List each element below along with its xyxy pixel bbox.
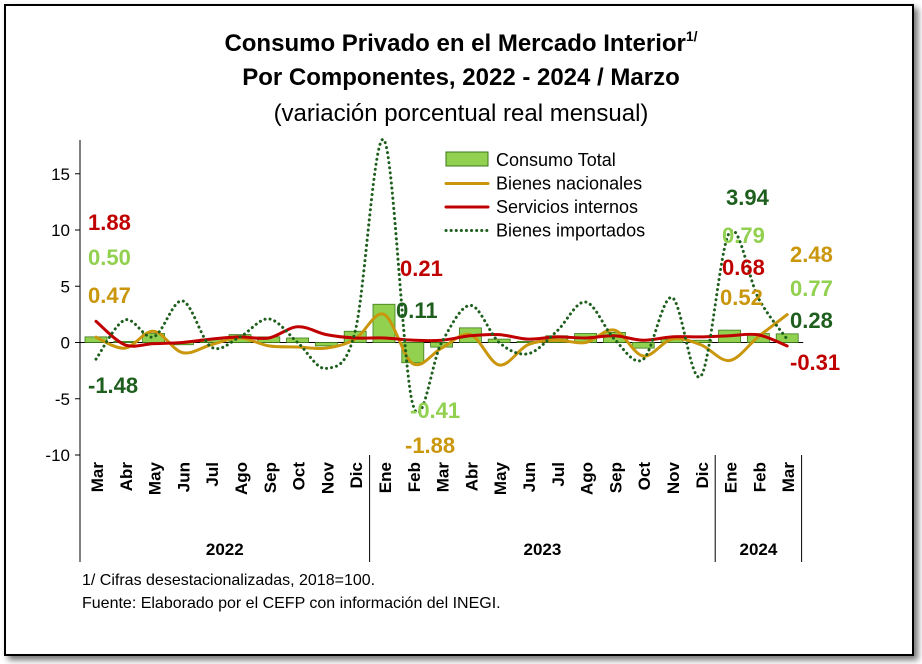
year-label: 2024 (739, 540, 777, 559)
source-note: Fuente: Elaborado por el CEFP con inform… (82, 595, 501, 612)
data-label: -0.31 (790, 350, 840, 375)
y-tick-label: 5 (61, 277, 70, 296)
legend-label: Bienes importados (496, 221, 645, 241)
year-label: 2022 (206, 540, 244, 559)
data-label: 0.50 (88, 245, 131, 270)
legend-swatch-consumo-total (445, 151, 489, 167)
data-label: 3.94 (726, 185, 770, 210)
data-label: 0.21 (400, 256, 443, 281)
data-label: -0.41 (410, 398, 460, 423)
x-tick-label: Oct (635, 462, 654, 491)
chart-title: Consumo Privado en el Mercado Interior1/ (224, 28, 698, 57)
x-tick-label: Dic (347, 462, 366, 488)
y-tick-label: 0 (61, 334, 70, 353)
x-tick-label: Dic (693, 462, 712, 488)
year-label: 2023 (523, 540, 561, 559)
x-tick-label: Sep (606, 462, 625, 493)
title-superscript: 1/ (685, 28, 698, 44)
data-label: 0.79 (722, 223, 765, 248)
x-tick-label: Jun (174, 462, 193, 492)
x-tick-label: Mar (88, 462, 107, 493)
data-label: -1.48 (88, 373, 138, 398)
y-tick-label: -5 (55, 390, 70, 409)
y-tick-label: -10 (45, 446, 70, 465)
legend-label: Bienes nacionales (496, 174, 642, 194)
x-tick-label: Nov (664, 461, 683, 494)
data-label: 0.28 (790, 308, 833, 333)
x-tick-label: Ene (376, 462, 395, 493)
data-label: 2.48 (790, 242, 833, 267)
x-tick-label: Jul (549, 462, 568, 487)
data-label: 0.52 (720, 285, 763, 310)
x-tick-label: Mar (779, 462, 798, 493)
x-tick-label: Feb (750, 462, 769, 492)
x-tick-label: Abr (462, 462, 481, 492)
data-label: -1.88 (405, 433, 455, 458)
y-tick-label: 15 (51, 165, 70, 184)
x-tick-label: Ene (722, 462, 741, 493)
legend-label: Servicios internos (496, 197, 638, 217)
x-tick-label: Ago (578, 462, 597, 495)
chart-subtitle: Por Componentes, 2022 - 2024 / Marzo (242, 64, 680, 91)
x-tick-label: Sep (261, 462, 280, 493)
x-tick-label: Mar (434, 462, 453, 493)
data-label: 1.88 (88, 210, 131, 235)
x-tick-label: Jul (203, 462, 222, 487)
footnote: 1/ Cifras desestacionalizadas, 2018=100. (82, 572, 376, 589)
x-tick-label: Oct (290, 462, 309, 491)
x-tick-label: Abr (117, 462, 136, 492)
legend-label: Consumo Total (496, 150, 616, 170)
data-label: 0.68 (722, 255, 765, 280)
line-bienes-nacionales (94, 312, 789, 367)
x-tick-label: May (491, 461, 510, 495)
x-tick-label: Feb (405, 462, 424, 492)
line-servicios-internos (94, 319, 789, 348)
data-label: 0.11 (396, 298, 438, 323)
data-label: 0.47 (88, 283, 131, 308)
line-bienes-importados (94, 138, 789, 415)
x-tick-label: May (146, 461, 165, 495)
x-tick-label: Ago (232, 462, 251, 495)
y-tick-label: 10 (51, 221, 70, 240)
x-tick-label: Jun (520, 462, 539, 492)
x-tick-label: Nov (318, 461, 337, 494)
chart-units-label: (variación porcentual real mensual) (273, 100, 649, 127)
data-label: 0.77 (790, 276, 833, 301)
bar-consumo-total (314, 342, 338, 347)
